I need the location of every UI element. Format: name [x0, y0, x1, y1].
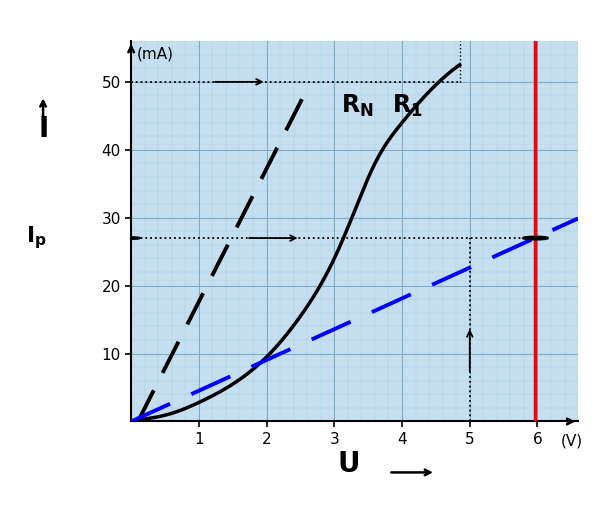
Text: $\mathbf{R_1}$: $\mathbf{R_1}$: [392, 93, 423, 119]
Text: $\mathbf{R_N}$: $\mathbf{R_N}$: [341, 93, 374, 119]
Text: $\mathbf{I_p}$: $\mathbf{I_p}$: [26, 225, 47, 251]
Text: (V): (V): [561, 433, 583, 448]
Text: $\mathbf{I}$: $\mathbf{I}$: [38, 116, 48, 143]
Text: $\mathbf{U}$: $\mathbf{U}$: [337, 450, 359, 479]
Text: (mA): (mA): [136, 46, 173, 61]
